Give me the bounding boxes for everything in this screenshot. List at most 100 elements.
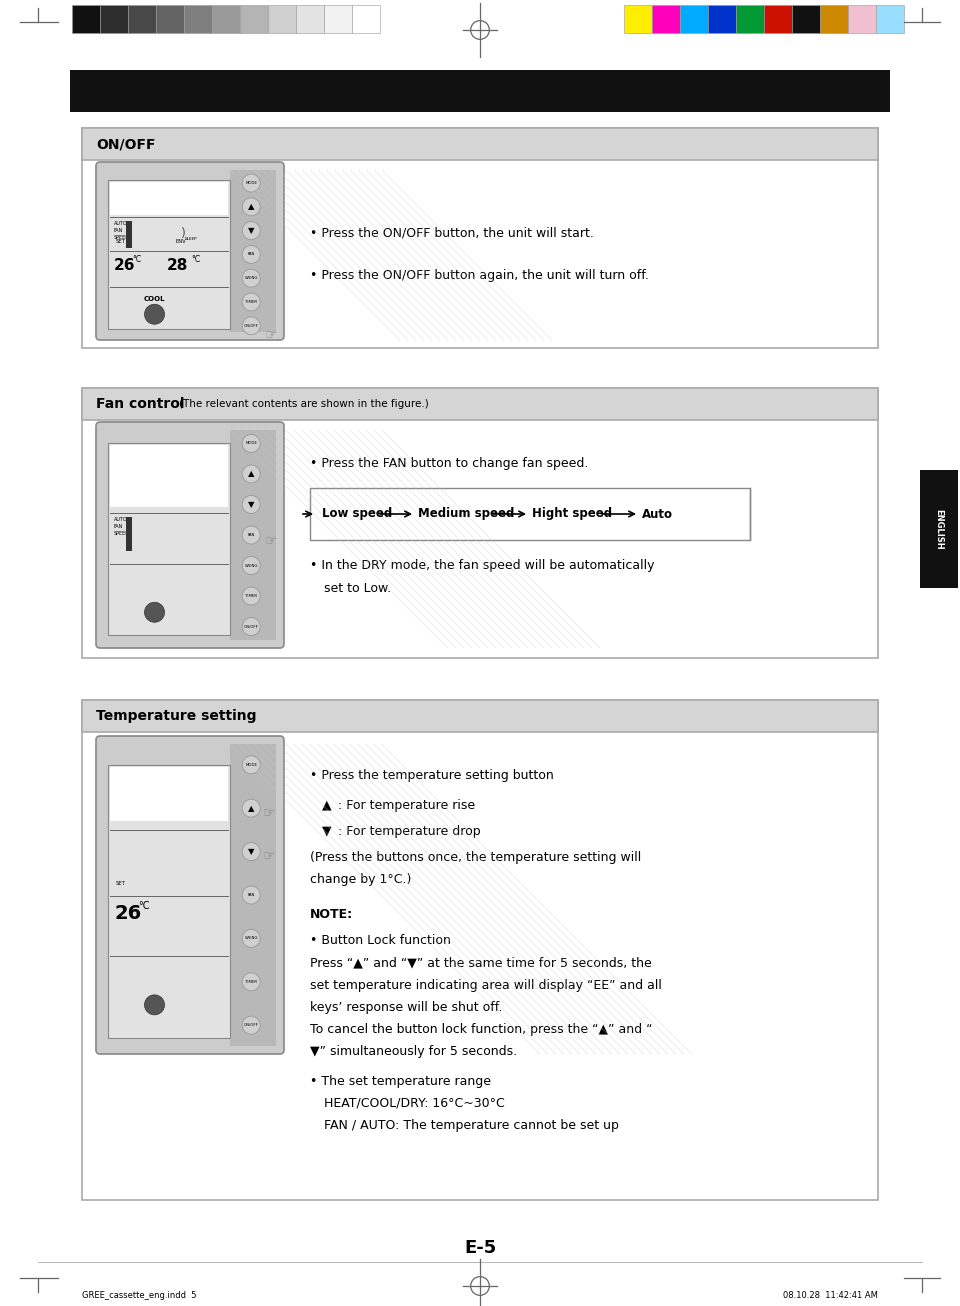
Circle shape xyxy=(242,799,260,818)
Text: FAN / AUTO: The temperature cannot be set up: FAN / AUTO: The temperature cannot be se… xyxy=(324,1118,619,1131)
Bar xyxy=(268,5,296,33)
Circle shape xyxy=(145,602,164,622)
Text: COOL: COOL xyxy=(144,296,165,302)
FancyBboxPatch shape xyxy=(96,422,284,648)
Bar xyxy=(792,5,820,33)
Text: SLEEP: SLEEP xyxy=(185,236,198,242)
Bar xyxy=(324,5,352,33)
Text: ☞: ☞ xyxy=(265,326,277,341)
Text: SPEED: SPEED xyxy=(114,235,130,240)
Circle shape xyxy=(242,930,260,947)
Text: NOTE:: NOTE: xyxy=(310,909,353,922)
Text: ▲: ▲ xyxy=(248,202,254,212)
Text: SET: SET xyxy=(116,882,126,887)
Text: SPEED: SPEED xyxy=(114,530,130,535)
Text: ON/OFF: ON/OFF xyxy=(244,324,258,328)
Text: AUTO: AUTO xyxy=(114,516,128,521)
Text: Low speed: Low speed xyxy=(322,508,393,521)
Circle shape xyxy=(242,495,260,513)
Circle shape xyxy=(242,435,260,452)
Text: FAN: FAN xyxy=(114,229,124,232)
Text: (The relevant contents are shown in the figure.): (The relevant contents are shown in the … xyxy=(180,400,429,409)
Circle shape xyxy=(242,586,260,605)
Text: SWING: SWING xyxy=(245,936,258,940)
Bar xyxy=(624,5,652,33)
Circle shape xyxy=(242,526,260,545)
Text: MODE: MODE xyxy=(245,182,257,185)
Text: ▲: ▲ xyxy=(248,469,254,478)
Bar xyxy=(100,5,128,33)
Text: AUTO: AUTO xyxy=(114,221,128,226)
Text: : For temperature rise: : For temperature rise xyxy=(338,798,475,811)
Text: SET: SET xyxy=(116,239,126,244)
Text: °C: °C xyxy=(138,901,150,910)
Bar xyxy=(126,516,132,551)
Bar xyxy=(184,5,212,33)
Text: change by 1°C.): change by 1°C.) xyxy=(310,872,412,885)
Text: • Press the ON/OFF button again, the unit will turn off.: • Press the ON/OFF button again, the uni… xyxy=(310,269,649,282)
Circle shape xyxy=(145,304,164,324)
Text: ▼” simultaneously for 5 seconds.: ▼” simultaneously for 5 seconds. xyxy=(310,1045,517,1058)
Text: ▼: ▼ xyxy=(322,824,331,837)
Text: ▼: ▼ xyxy=(248,848,254,857)
Text: ON/OFF: ON/OFF xyxy=(96,137,156,151)
Circle shape xyxy=(242,465,260,483)
Text: (Press the buttons once, the temperature setting will: (Press the buttons once, the temperature… xyxy=(310,850,641,863)
Bar xyxy=(110,767,228,821)
Text: set to Low.: set to Low. xyxy=(324,581,391,594)
Text: • In the DRY mode, the fan speed will be automatically: • In the DRY mode, the fan speed will be… xyxy=(310,559,655,572)
Text: Hight speed: Hight speed xyxy=(532,508,612,521)
Bar xyxy=(110,182,228,214)
Text: ▲: ▲ xyxy=(322,798,331,811)
Text: FAN: FAN xyxy=(248,533,255,537)
Bar xyxy=(736,5,764,33)
Circle shape xyxy=(145,995,164,1015)
Circle shape xyxy=(242,973,260,991)
Text: FAN: FAN xyxy=(114,524,124,529)
Bar xyxy=(820,5,848,33)
Text: MODE: MODE xyxy=(245,441,257,445)
Text: • Button Lock function: • Button Lock function xyxy=(310,935,451,947)
Circle shape xyxy=(242,246,260,264)
Bar xyxy=(156,5,184,33)
Bar xyxy=(229,430,276,640)
Bar xyxy=(680,5,708,33)
Text: 28: 28 xyxy=(167,257,188,273)
Circle shape xyxy=(242,842,260,861)
Text: °C: °C xyxy=(191,255,201,264)
Bar xyxy=(310,488,750,539)
Text: Temperature setting: Temperature setting xyxy=(96,709,256,724)
Text: 26: 26 xyxy=(114,257,135,273)
Text: ☞: ☞ xyxy=(263,849,276,862)
Text: ▼: ▼ xyxy=(248,500,254,509)
Text: Fan control: Fan control xyxy=(96,397,184,411)
Bar xyxy=(240,5,268,33)
Bar xyxy=(920,470,958,588)
Bar xyxy=(296,5,324,33)
Text: FAN: FAN xyxy=(248,252,255,256)
Bar xyxy=(212,5,240,33)
Text: ENV: ENV xyxy=(176,239,186,244)
FancyBboxPatch shape xyxy=(96,162,284,340)
Text: Medium speed: Medium speed xyxy=(418,508,515,521)
Bar xyxy=(82,700,878,1200)
Bar xyxy=(82,388,878,421)
Circle shape xyxy=(242,293,260,311)
Text: TIMER: TIMER xyxy=(245,594,257,598)
Text: MODE: MODE xyxy=(245,763,257,767)
Bar xyxy=(764,5,792,33)
Text: • Press the temperature setting button: • Press the temperature setting button xyxy=(310,768,554,781)
Circle shape xyxy=(242,885,260,904)
Bar xyxy=(108,444,230,635)
Text: °C: °C xyxy=(132,255,141,264)
Text: Press “▲” and “▼” at the same time for 5 seconds, the: Press “▲” and “▼” at the same time for 5… xyxy=(310,956,652,969)
Text: E-5: E-5 xyxy=(464,1239,496,1256)
Text: set temperature indicating area will display “EE” and all: set temperature indicating area will dis… xyxy=(310,978,661,991)
Bar xyxy=(352,5,380,33)
Bar xyxy=(108,180,230,329)
Text: FAN: FAN xyxy=(248,893,255,897)
Bar xyxy=(229,170,276,332)
Text: SWING: SWING xyxy=(245,276,258,281)
Text: ▼: ▼ xyxy=(248,226,254,235)
Text: ON/OFF: ON/OFF xyxy=(244,624,258,628)
